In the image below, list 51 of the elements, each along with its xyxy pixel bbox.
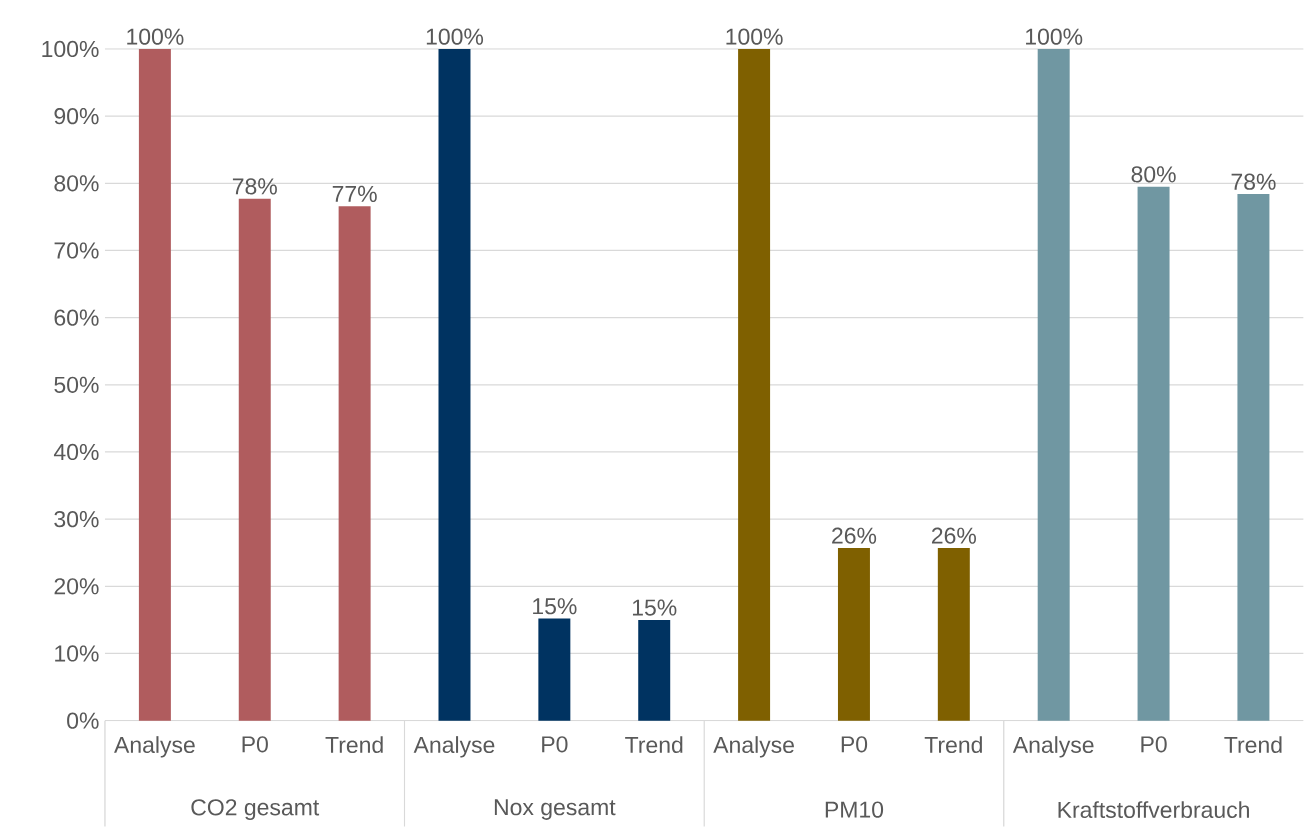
x-tick-label: P0	[1141, 736, 1167, 753]
x-tick-label: P0	[242, 736, 268, 753]
bar	[138, 48, 171, 721]
data-label: 15%	[533, 598, 577, 615]
bar	[937, 547, 970, 721]
data-label: 15%	[632, 599, 677, 616]
x-tick-label: Trend	[325, 736, 383, 753]
bar	[1237, 193, 1270, 721]
data-label: 78%	[1231, 173, 1276, 190]
data-label: 77%	[332, 185, 377, 202]
data-label: 80%	[1131, 166, 1176, 183]
y-tick-label: 30%	[54, 510, 99, 528]
bar	[338, 206, 371, 721]
data-label: 100%	[426, 28, 484, 45]
text: Nox gesamt	[494, 799, 616, 820]
bar	[438, 48, 471, 721]
x-tick-label: Analyse	[1012, 736, 1094, 758]
y-tick-label: 80%	[54, 175, 99, 192]
x-tick-label: P0	[542, 736, 568, 753]
data-label: 100%	[1026, 28, 1083, 45]
y-tick-label: 60%	[54, 309, 99, 326]
data-label: 78%	[232, 178, 277, 195]
data-label: 26%	[931, 527, 977, 544]
x-tick-label: Trend	[924, 736, 982, 753]
y-tick-label: 70%	[54, 242, 99, 259]
bar	[538, 618, 571, 721]
bar	[738, 48, 771, 721]
data-label: 100%	[726, 28, 783, 45]
data-label: 100%	[127, 28, 184, 45]
y-tick-label: 100%	[42, 40, 99, 57]
y-tick-label: 20%	[54, 578, 99, 595]
x-tick-label: Trend	[1224, 736, 1282, 753]
y-tick-label: 10%	[55, 645, 99, 662]
bar	[638, 619, 671, 721]
y-tick-label: 0%	[67, 712, 99, 729]
x-tick-label: P0	[841, 736, 868, 753]
text: PM10	[825, 801, 884, 818]
text: CO2 gesamt	[191, 799, 320, 820]
bar	[1137, 186, 1170, 721]
bar	[837, 547, 870, 721]
y-tick-label: 90%	[54, 107, 99, 125]
x-tick-label: Analyse	[713, 736, 794, 758]
bar	[238, 198, 271, 721]
y-tick-label: 50%	[54, 376, 99, 393]
x-tick-label: Trend	[625, 736, 683, 753]
x-tick-label: Analyse	[114, 736, 195, 758]
text: Kraftstoffverbrauch	[1058, 801, 1249, 818]
data-label: 26%	[832, 527, 877, 544]
x-tick-label: Analyse	[413, 736, 495, 758]
y-tick-label: 40%	[53, 443, 99, 460]
bar	[1037, 48, 1070, 721]
